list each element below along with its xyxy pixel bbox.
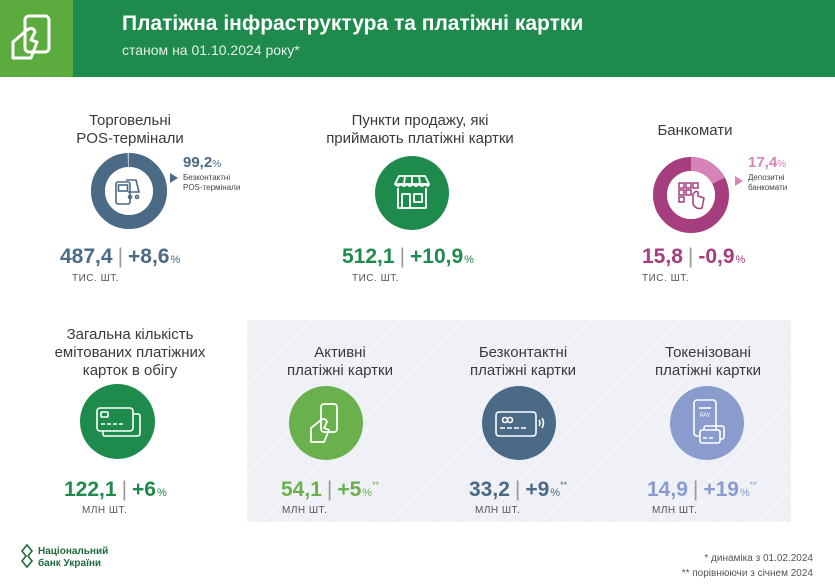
phone-pay-icon: PAY — [693, 399, 725, 444]
token-cards-unit: МЛН ШТ. — [652, 505, 698, 516]
contactless-cards-label: Безконтактні платіжні картки — [470, 344, 576, 379]
pos-unit: ТИС. ШТ. — [72, 273, 120, 284]
atm-label: Банкомати — [657, 122, 733, 139]
pos-share-label: Безконтактні POS-термінали — [183, 173, 241, 192]
active-cards-unit: МЛН ШТ. — [282, 505, 328, 516]
pos-donut — [90, 152, 168, 230]
shop-icon — [394, 175, 430, 209]
atm-unit: ТИС. ШТ. — [642, 273, 690, 284]
svg-text:PAY: PAY — [699, 413, 710, 419]
atm-value: 15,8 | -0,9% — [642, 245, 746, 268]
atm-donut — [652, 156, 730, 234]
nbu-logo-icon — [20, 544, 34, 568]
contactless-card-icon — [495, 411, 545, 437]
points-circle — [375, 156, 449, 230]
contactless-cards-circle — [482, 386, 556, 460]
active-cards-value: 54,1 | +5%** — [281, 478, 380, 501]
active-cards-circle — [289, 386, 363, 460]
logo-box — [0, 0, 73, 77]
header-bar: Платіжна інфраструктура та платіжні карт… — [0, 0, 835, 77]
pos-pointer-icon — [170, 173, 178, 183]
cards-stack-icon — [96, 407, 141, 437]
contactless-cards-unit: МЛН ШТ. — [475, 505, 521, 516]
contactless-cards-value: 33,2 | +9%** — [469, 478, 568, 501]
total-cards-unit: МЛН ШТ. — [82, 505, 128, 516]
points-value: 512,1 | +10,9% — [342, 245, 474, 268]
pos-label: Торговельні POS-термінали — [76, 112, 184, 147]
atm-share-label: Депозитні банкомати — [748, 173, 788, 192]
token-cards-value: 14,9 | +19%** — [647, 478, 757, 501]
total-cards-value: 122,1 | +6% — [64, 478, 167, 501]
pos-share: 99,2% — [183, 154, 222, 171]
card-hand-icon — [11, 14, 51, 60]
footnote-2: ** порівнюючи з січнем 2024 — [681, 568, 813, 579]
atm-keypad-icon — [678, 182, 705, 210]
page-subtitle: станом на 01.10.2024 року* — [122, 42, 300, 58]
org-name: Національний банк України — [38, 546, 109, 569]
pos-terminal-icon — [115, 179, 141, 205]
token-cards-label: Токенізовані платіжні картки — [655, 344, 761, 379]
points-unit: ТИС. ШТ. — [352, 273, 400, 284]
points-label: Пункти продажу, які приймають платіжні к… — [326, 112, 514, 147]
page-title: Платіжна інфраструктура та платіжні карт… — [122, 12, 584, 35]
token-cards-circle: PAY — [670, 386, 744, 460]
card-hand-icon — [310, 403, 338, 443]
footnote-1: * динаміка з 01.02.2024 — [704, 553, 813, 564]
active-cards-label: Активні платіжні картки — [287, 344, 393, 379]
total-cards-label: Загальна кількість емітованих платіжних … — [54, 326, 206, 379]
pos-value: 487,4 | +8,6% — [60, 245, 181, 268]
total-cards-circle — [80, 384, 155, 459]
atm-share: 17,4% — [748, 154, 787, 171]
atm-pointer-icon — [735, 176, 743, 186]
